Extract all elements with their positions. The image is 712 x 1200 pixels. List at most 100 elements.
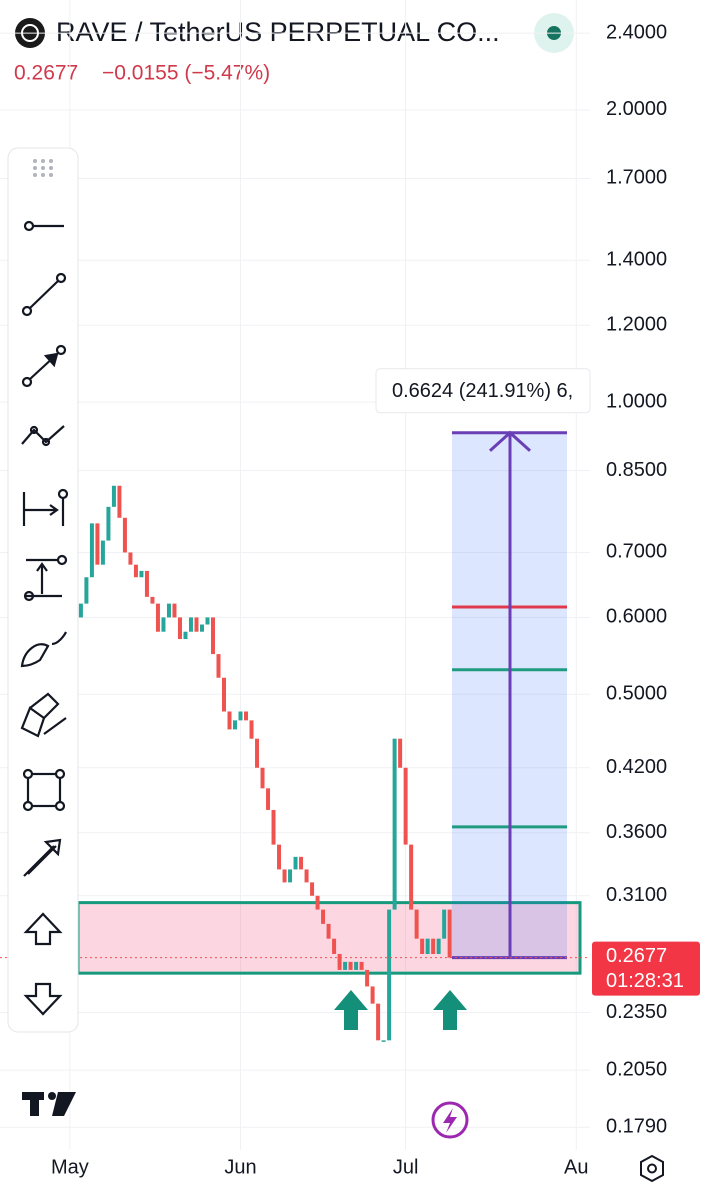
candle [282, 869, 287, 883]
candle [199, 624, 204, 632]
symbol-title: RAVE / TetherUS PERPETUAL CO... [56, 17, 500, 47]
y-tick-label: 0.8500 [606, 459, 667, 481]
candle [315, 895, 320, 910]
candle [183, 631, 188, 640]
candle [277, 844, 282, 870]
y-tick-label: 0.7000 [606, 541, 667, 563]
candle [139, 570, 144, 578]
lightning-icon [443, 1108, 457, 1133]
candle [403, 767, 408, 845]
candle [370, 986, 375, 1004]
settings-button[interactable] [640, 1154, 664, 1183]
candle [288, 869, 293, 883]
candle [348, 961, 353, 970]
settings-icon [647, 1163, 657, 1174]
candle [255, 738, 260, 768]
candle [150, 596, 155, 604]
candle [359, 961, 364, 970]
candle [376, 1003, 381, 1041]
candle [166, 603, 171, 618]
plot-area: 2.4000 2.0000 1.7000 1.4000 1.2000 1.0000 0.85… [0, 0, 700, 1178]
candle [78, 603, 83, 618]
candle [299, 856, 304, 870]
position-arrow-head [488, 430, 532, 452]
candle [332, 938, 337, 955]
candle [387, 909, 392, 1041]
candle [122, 517, 127, 553]
candle [409, 844, 414, 910]
candle [244, 711, 249, 721]
x-tick-label: Jul [393, 1156, 419, 1178]
candle [89, 523, 94, 578]
candle [436, 938, 441, 955]
position-label: 0.6624 (241.91%) 6, [392, 380, 573, 402]
tool-date-range[interactable] [22, 488, 69, 526]
candle [205, 617, 210, 625]
tool-arrow[interactable] [23, 838, 62, 877]
candle [222, 677, 227, 712]
price-change: −0.0155 (−5.47%) [102, 62, 270, 85]
candle [100, 540, 105, 565]
y-tick-label: 0.2050 [606, 1058, 667, 1080]
drawing-toolbar [7, 147, 79, 1033]
candle [249, 720, 254, 739]
candle [420, 938, 425, 955]
x-tick-label: May [51, 1156, 89, 1178]
candle [260, 767, 265, 789]
candle [266, 788, 271, 810]
candle [337, 954, 342, 970]
candle [216, 654, 221, 678]
y-tick-label: 1.0000 [606, 390, 667, 412]
price-tag [592, 941, 700, 996]
annotation-arrow-up [433, 990, 467, 1030]
y-tick-label: 0.6000 [606, 606, 667, 628]
candle [177, 617, 182, 640]
y-tick-label: 2.4000 [606, 21, 667, 43]
tool-arrow-down[interactable] [23, 982, 63, 1016]
candle [293, 856, 298, 870]
y-tick-label: 1.4000 [606, 249, 667, 271]
tool-brush[interactable] [20, 631, 67, 668]
tradingview-logo [22, 1092, 76, 1116]
tool-arrow-line[interactable] [21, 344, 67, 388]
y-tick-label: 0.4200 [606, 756, 667, 778]
candle [392, 738, 397, 910]
candle [194, 617, 199, 632]
tool-rectangle[interactable] [22, 768, 66, 812]
tool-price-range[interactable] [23, 554, 68, 602]
tool-trend-line[interactable] [21, 272, 67, 317]
candle [227, 711, 232, 730]
candle [117, 485, 122, 518]
lightning-button[interactable] [431, 1101, 469, 1139]
candle [188, 617, 193, 632]
y-tick-label: 1.2000 [606, 314, 667, 336]
candle [106, 506, 111, 541]
x-tick-label: Au [564, 1156, 588, 1178]
candle [111, 485, 116, 507]
candle [144, 570, 149, 597]
candle [271, 809, 276, 845]
tool-highlighter[interactable] [20, 692, 67, 738]
y-tick-label: 0.1790 [606, 1116, 667, 1138]
y-tick-label: 0.3100 [606, 884, 667, 906]
y-tick-label: 1.7000 [606, 167, 667, 189]
tool-horizontal-ray[interactable] [23, 220, 64, 232]
tool-arrow-up[interactable] [23, 912, 63, 946]
candle [326, 923, 331, 939]
candle [161, 617, 166, 632]
x-tick-label: Jun [224, 1156, 256, 1178]
candle [238, 711, 243, 721]
last-price: 0.2677 [14, 62, 78, 85]
y-tick-label: 2.0000 [606, 98, 667, 120]
price-tag-value: 0.2677 [606, 945, 667, 967]
candle [133, 564, 138, 578]
candle [233, 720, 238, 730]
candle [304, 869, 309, 883]
tool-path[interactable] [21, 425, 65, 447]
y-tick-label: 0.2350 [606, 1001, 667, 1023]
y-tick-label: 0.5000 [606, 683, 667, 705]
candle [155, 603, 160, 632]
candle [425, 938, 430, 955]
candle [172, 603, 177, 618]
